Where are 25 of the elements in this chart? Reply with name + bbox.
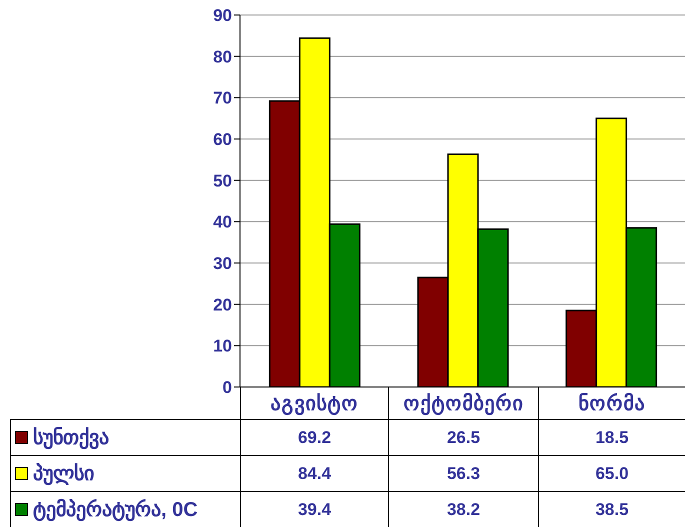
data-label: 69.2 (240, 420, 388, 455)
data-label: 39.4 (240, 492, 388, 527)
y-tick-label: 70 (213, 88, 232, 108)
y-tick-label: 50 (213, 171, 232, 190)
y-tick-label: 30 (213, 254, 232, 274)
x-tick-label: აგვისტო (240, 387, 388, 419)
legend-label: ტემპერატურა, 0C (33, 498, 198, 522)
x-tick-label: ოქტომბერი (388, 387, 538, 419)
legend-label: პულსი (33, 462, 94, 486)
y-tick-label: 80 (213, 47, 232, 66)
y-tick-label: 90 (213, 6, 232, 26)
data-label: 38.2 (388, 492, 538, 527)
data-label: 84.4 (240, 456, 388, 491)
data-label: 38.5 (538, 492, 685, 527)
data-label: 65.0 (538, 456, 685, 491)
data-label: 18.5 (538, 420, 685, 455)
y-tick-label: 20 (213, 295, 232, 314)
y-tick-label: 0 (222, 378, 232, 398)
y-tick-label: 40 (213, 212, 232, 232)
y-tick-label: 10 (213, 336, 232, 356)
x-tick-label: ნორმა (538, 387, 685, 419)
data-label: 26.5 (388, 420, 538, 455)
legend-label: სუნთქვა (33, 426, 109, 450)
data-label: 56.3 (388, 456, 538, 491)
y-tick-label: 60 (213, 130, 232, 150)
